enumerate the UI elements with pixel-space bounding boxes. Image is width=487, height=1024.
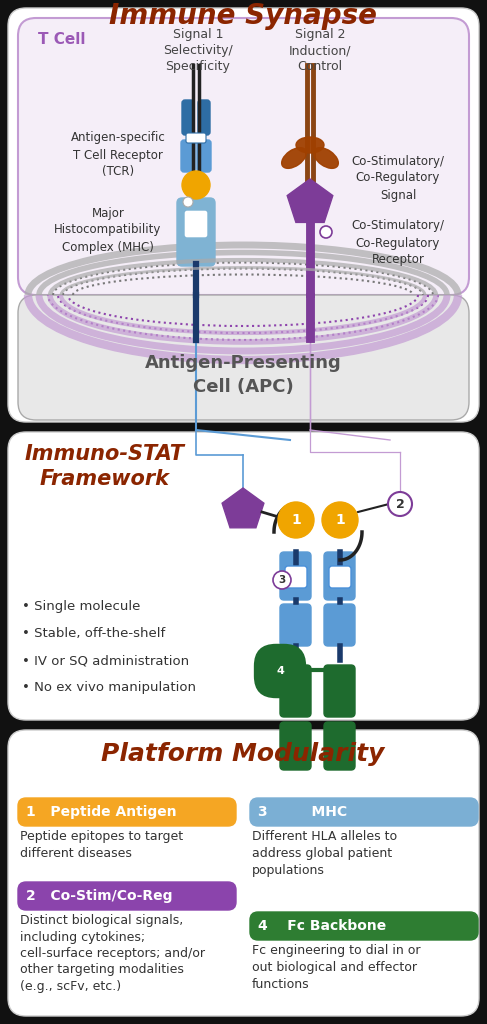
FancyBboxPatch shape: [197, 140, 211, 172]
FancyBboxPatch shape: [250, 798, 478, 826]
Circle shape: [183, 197, 193, 207]
FancyBboxPatch shape: [280, 604, 311, 646]
FancyBboxPatch shape: [324, 552, 355, 600]
FancyBboxPatch shape: [280, 722, 311, 770]
FancyBboxPatch shape: [8, 8, 479, 422]
Text: Platform Modularity: Platform Modularity: [101, 742, 385, 766]
FancyBboxPatch shape: [182, 100, 194, 135]
FancyBboxPatch shape: [177, 198, 215, 266]
Text: Different HLA alleles to
address global patient
populations: Different HLA alleles to address global …: [252, 830, 397, 877]
Circle shape: [182, 171, 210, 199]
FancyBboxPatch shape: [324, 604, 355, 646]
Text: • No ex vivo manipulation: • No ex vivo manipulation: [22, 681, 196, 694]
FancyBboxPatch shape: [18, 882, 236, 910]
Text: Distinct biological signals,
including cytokines;
cell-surface receptors; and/or: Distinct biological signals, including c…: [20, 914, 205, 993]
FancyBboxPatch shape: [8, 432, 479, 720]
Text: 1: 1: [335, 513, 345, 527]
Text: Antigen-specific
T Cell Receptor
(TCR): Antigen-specific T Cell Receptor (TCR): [71, 131, 166, 178]
Text: T Cell: T Cell: [38, 32, 86, 47]
Text: Peptide epitopes to target
different diseases: Peptide epitopes to target different dis…: [20, 830, 183, 860]
Text: • Single molecule: • Single molecule: [22, 600, 140, 613]
FancyBboxPatch shape: [250, 912, 478, 940]
Text: 1   Peptide Antigen: 1 Peptide Antigen: [26, 805, 177, 819]
Text: Co-Stimulatory/
Co-Regulatory
Signal: Co-Stimulatory/ Co-Regulatory Signal: [352, 155, 445, 202]
FancyBboxPatch shape: [181, 140, 195, 172]
FancyBboxPatch shape: [18, 295, 469, 420]
FancyBboxPatch shape: [324, 665, 355, 717]
Circle shape: [322, 502, 358, 538]
Ellipse shape: [281, 147, 306, 168]
Ellipse shape: [296, 137, 324, 153]
Text: • IV or SQ administration: • IV or SQ administration: [22, 654, 189, 667]
Text: 3: 3: [279, 575, 285, 585]
Text: Major
Histocompatibility
Complex (MHC): Major Histocompatibility Complex (MHC): [55, 207, 162, 254]
Text: 4: 4: [276, 666, 284, 676]
Ellipse shape: [314, 147, 338, 168]
FancyBboxPatch shape: [184, 210, 208, 238]
Text: 2   Co-Stim/Co-Reg: 2 Co-Stim/Co-Reg: [26, 889, 172, 903]
FancyBboxPatch shape: [18, 18, 469, 295]
FancyBboxPatch shape: [186, 133, 206, 143]
Circle shape: [273, 571, 291, 589]
FancyBboxPatch shape: [329, 566, 351, 588]
Text: Fc engineering to dial in or
out biological and effector
functions: Fc engineering to dial in or out biologi…: [252, 944, 420, 991]
Text: Signal 1
Selectivity/
Specificity: Signal 1 Selectivity/ Specificity: [163, 28, 233, 73]
Text: Immuno-STAT
Framework: Immuno-STAT Framework: [25, 444, 185, 488]
FancyBboxPatch shape: [280, 552, 311, 600]
Text: Immune Synapse: Immune Synapse: [109, 2, 377, 30]
FancyBboxPatch shape: [18, 798, 236, 826]
Text: Signal 2
Induction/
Control: Signal 2 Induction/ Control: [289, 28, 351, 73]
FancyBboxPatch shape: [8, 730, 479, 1016]
Text: 1: 1: [291, 513, 301, 527]
FancyBboxPatch shape: [324, 722, 355, 770]
Text: Co-Stimulatory/
Co-Regulatory
Receptor: Co-Stimulatory/ Co-Regulatory Receptor: [352, 219, 445, 266]
Text: Antigen-Presenting
Cell (APC): Antigen-Presenting Cell (APC): [145, 354, 341, 396]
Text: 2: 2: [395, 498, 404, 511]
FancyBboxPatch shape: [285, 566, 307, 588]
FancyBboxPatch shape: [198, 100, 210, 135]
Text: 3         MHC: 3 MHC: [258, 805, 347, 819]
Text: • Stable, off-the-shelf: • Stable, off-the-shelf: [22, 627, 165, 640]
Circle shape: [388, 492, 412, 516]
Circle shape: [278, 502, 314, 538]
Circle shape: [320, 226, 332, 238]
FancyBboxPatch shape: [280, 665, 311, 717]
Text: 4    Fc Backbone: 4 Fc Backbone: [258, 919, 386, 933]
